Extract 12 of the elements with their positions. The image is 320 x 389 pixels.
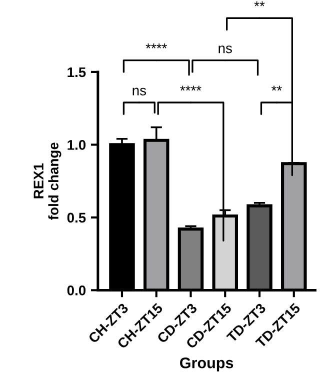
annotation: ns — [132, 88, 146, 96]
y-axis-title: REX1 fold change — [34, 142, 62, 220]
annotation: **** — [180, 86, 202, 91]
text: ns — [218, 46, 232, 54]
y-tick-label: 1.0 — [68, 140, 86, 150]
y-tick-label: 0.0 — [67, 286, 86, 296]
y-tick-label: 1.5 — [68, 67, 86, 78]
x-axis-title: Groups — [180, 357, 234, 372]
text: ** — [254, 1, 265, 6]
annotation: ** — [272, 86, 282, 91]
text: **** — [146, 44, 167, 48]
y-tick-label: 0.5 — [67, 212, 86, 223]
